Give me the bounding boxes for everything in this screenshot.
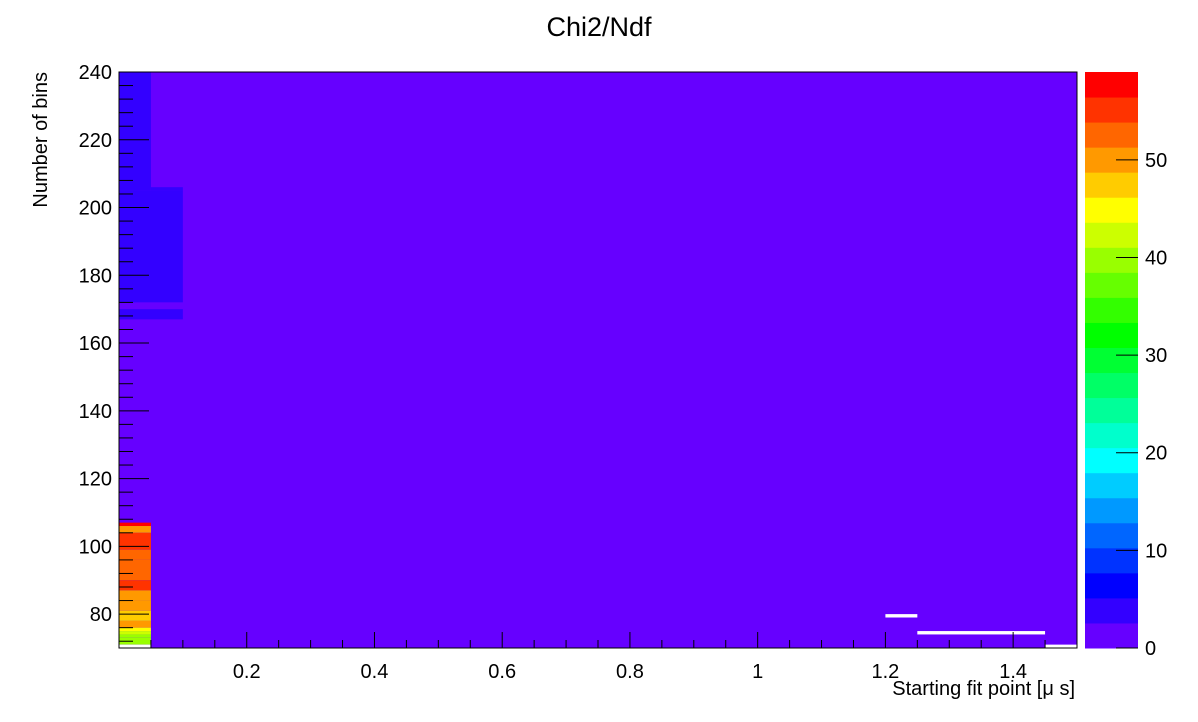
x-tick-label: 1.2 (871, 661, 899, 683)
heatmap-cell (119, 610, 151, 621)
color-scale-band (1085, 322, 1138, 348)
y-tick-label: 200 (79, 198, 112, 220)
y-axis: 80 100 120 140 160 180 200 220 240 (79, 62, 149, 642)
color-scale-band (1085, 247, 1138, 273)
color-scale-band (1085, 122, 1138, 148)
z-tick-label: 30 (1145, 345, 1167, 367)
heatmap-cell (119, 549, 151, 560)
heatmap-cell (119, 620, 151, 628)
heatmap-cell (119, 627, 151, 632)
z-tick-label: 40 (1145, 247, 1167, 269)
color-scale-band (1085, 347, 1138, 374)
heatmap-cell (119, 580, 151, 591)
plot-area (118, 71, 1078, 649)
x-axis: 0.2 0.4 0.6 0.8 1 1.2 1.4 (150, 632, 1046, 683)
heatmap-empty-cell (885, 614, 918, 618)
x-tick-label: 1.4 (999, 661, 1027, 683)
color-scale-band (1085, 497, 1138, 524)
color-scale-band (1085, 472, 1138, 499)
color-scale-band (1085, 522, 1138, 549)
color-scale-band (1085, 622, 1138, 649)
chart-title: Chi2/Ndf (546, 12, 652, 42)
heatmap-empty-cell (917, 631, 1046, 635)
color-scale-band (1085, 97, 1138, 123)
z-tick-label: 20 (1145, 443, 1167, 465)
heatmap-cell (119, 559, 151, 581)
heatmap-cell (119, 590, 151, 601)
heatmap-cell (119, 631, 151, 635)
heatmap-cell (119, 522, 151, 527)
y-tick-label: 100 (79, 536, 112, 558)
color-scale-band (1085, 547, 1138, 574)
color-scale-band (1085, 272, 1138, 298)
y-tick-label: 140 (79, 401, 112, 423)
heatmap-cell (119, 190, 183, 303)
heatmap-empty-cell (1045, 644, 1077, 648)
color-scale-band (1085, 397, 1138, 424)
heatmap-cell (119, 532, 151, 550)
color-scale-band (1085, 597, 1138, 624)
color-scale-band (1085, 72, 1138, 98)
x-tick-label: 0.8 (616, 661, 644, 683)
color-scale-band (1085, 447, 1138, 474)
z-tick-label: 50 (1145, 150, 1167, 172)
y-tick-label: 120 (79, 469, 112, 491)
x-tick-label: 1 (752, 661, 763, 683)
color-scale-band (1085, 372, 1138, 399)
x-tick-label: 0.2 (233, 661, 261, 683)
heatmap-background (119, 72, 1077, 648)
y-tick-label: 240 (79, 62, 112, 84)
z-tick-label: 0 (1145, 638, 1156, 660)
color-scale-band (1085, 222, 1138, 248)
heatmap-cell (119, 634, 151, 638)
y-axis-label: Number of bins (30, 72, 52, 208)
heatmap-cell (150, 187, 183, 191)
color-scale-band (1085, 422, 1138, 449)
x-axis-label: Starting fit point [μ s] (892, 678, 1075, 700)
color-scale: 0 10 20 30 40 50 (1085, 72, 1167, 660)
heatmap-cell (119, 526, 151, 533)
heatmap-cell (119, 600, 151, 611)
color-scale-band (1085, 197, 1138, 223)
y-tick-label: 180 (79, 265, 112, 287)
heatmap-cell (119, 302, 183, 310)
heatmap-empty-cell (119, 644, 151, 648)
x-tick-label: 0.6 (488, 661, 516, 683)
z-tick-label: 10 (1145, 540, 1167, 562)
y-tick-label: 160 (79, 333, 112, 355)
y-tick-label: 220 (79, 130, 112, 152)
y-tick-label: 80 (90, 604, 112, 626)
color-scale-band (1085, 172, 1138, 198)
color-scale-band (1085, 297, 1138, 323)
heatmap-cell (119, 72, 151, 191)
color-scale-band (1085, 572, 1138, 599)
heatmap-cell (119, 309, 183, 320)
x-tick-label: 0.4 (361, 661, 389, 683)
heatmap-cell (119, 637, 151, 645)
